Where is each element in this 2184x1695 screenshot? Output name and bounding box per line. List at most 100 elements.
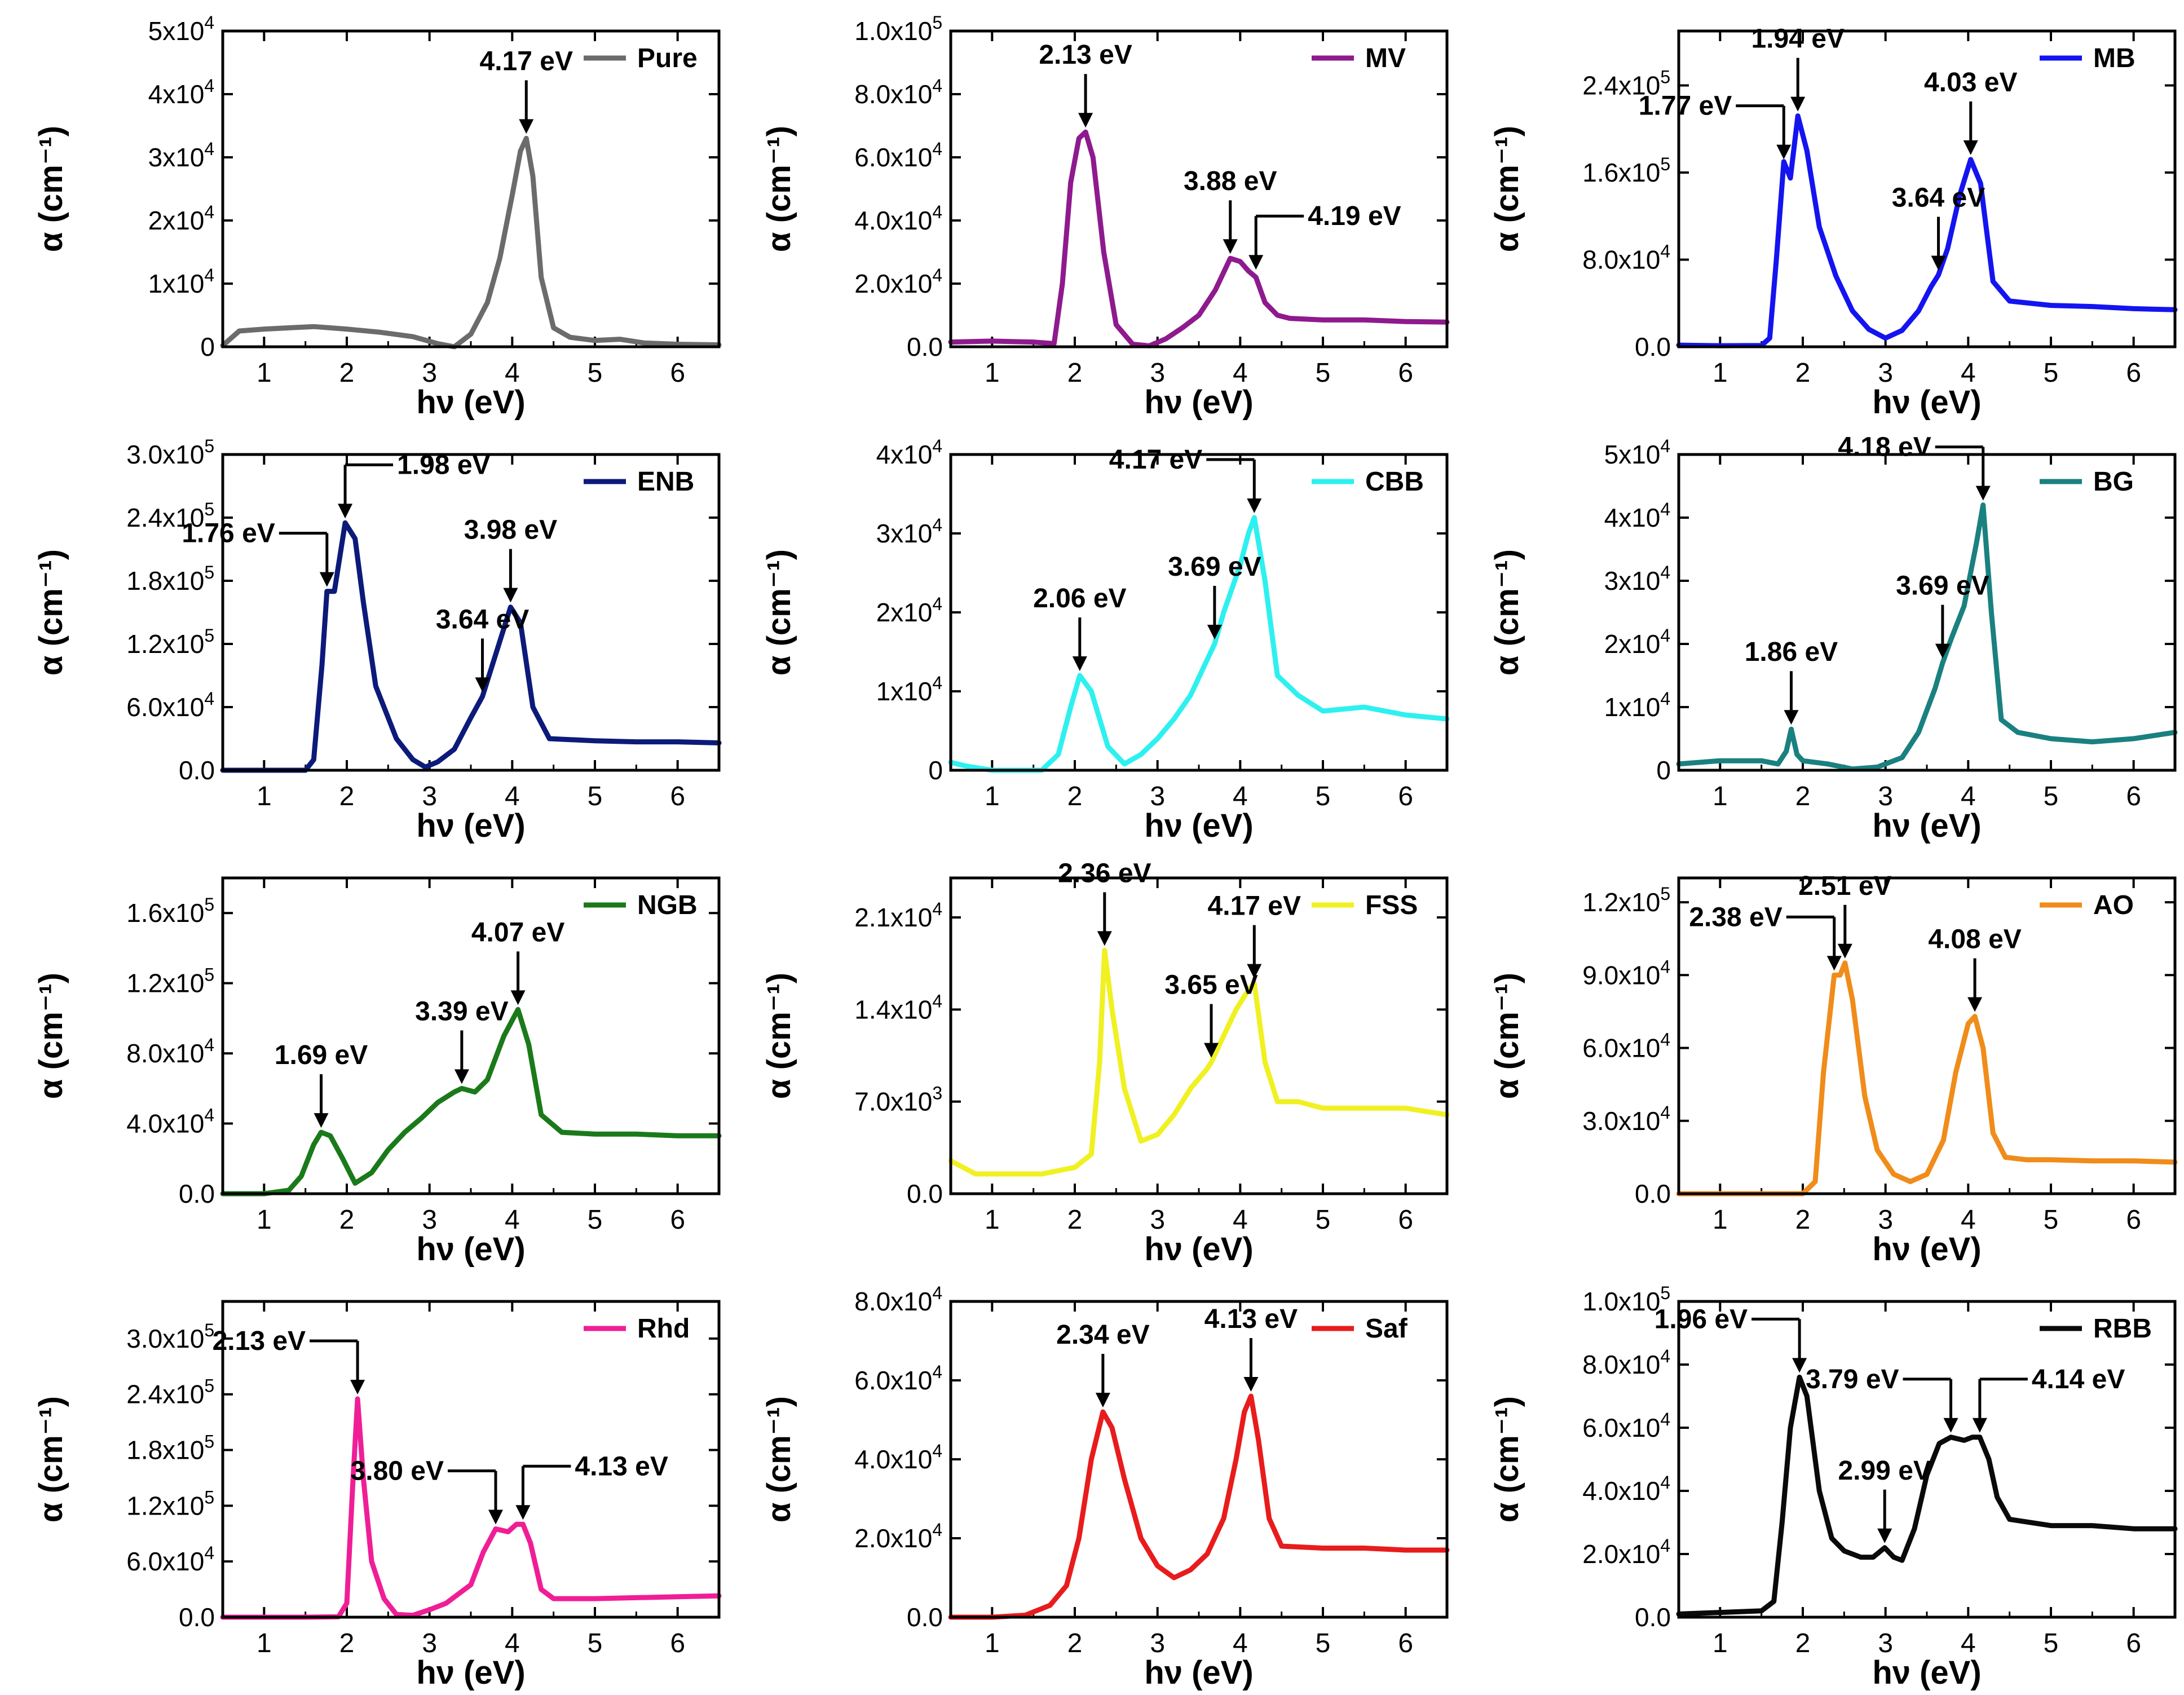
y-tick-label: 1x104: [876, 673, 943, 706]
arrow-head: [1972, 1418, 1987, 1433]
series-line-Rhd: [220, 1396, 722, 1620]
x-tick-label: 4: [1233, 782, 1248, 811]
x-tick-label: 6: [2126, 358, 2141, 388]
peak-annotation: 3.80 eV: [351, 1456, 503, 1525]
annotation-label: 3.64 eV: [1892, 183, 1985, 213]
plot-frame: [1677, 29, 2177, 348]
annotation-label: 4.17 eV: [1208, 891, 1301, 921]
legend-label: MV: [1365, 43, 1406, 73]
annotation-label: 4.13 eV: [575, 1451, 668, 1481]
x-tick-label: 2: [339, 782, 355, 811]
peak-annotation: 4.19 eV: [1248, 201, 1401, 270]
y-tick-label: 2x104: [876, 594, 943, 627]
plot-frame: [221, 29, 721, 348]
x-tick-label: 4: [1961, 782, 1976, 811]
peak-annotation: 1.98 eV: [338, 450, 491, 519]
x-tick-label: 2: [1795, 782, 1811, 811]
peak-annotation: 4.13 eV: [1204, 1304, 1298, 1392]
x-tick-label: 3: [422, 782, 437, 811]
x-tick-label: 2: [1795, 1628, 1811, 1658]
peak-annotation: 4.03 eV: [1924, 68, 2017, 155]
peak-annotation: 2.99 eV: [1838, 1456, 1931, 1543]
x-tick-label: 3: [1150, 358, 1165, 388]
plot-frame: [221, 453, 721, 772]
arrow-head: [1247, 498, 1262, 513]
y-axis-label: α (cm⁻¹): [33, 126, 69, 252]
annotation-label: 3.69 eV: [1896, 571, 1989, 601]
x-tick-label: 6: [1398, 782, 1413, 811]
peak-annotation: 3.88 eV: [1184, 166, 1277, 254]
annotation-label: 2.06 eV: [1033, 584, 1126, 613]
annotation-label: 1.94 eV: [1751, 24, 1844, 54]
arrow-head: [519, 119, 534, 134]
peak-annotation: 2.13 eV: [1039, 40, 1132, 128]
y-tick-label: 5x104: [1604, 436, 1671, 469]
x-tick-label: 4: [1961, 1628, 1976, 1658]
arrow-head: [1097, 931, 1112, 946]
x-tick-label: 4: [505, 1628, 520, 1658]
peak-annotation: 4.14 eV: [1972, 1365, 2125, 1433]
y-tick-label: 4x104: [876, 436, 943, 469]
peak-annotation: 3.98 eV: [464, 515, 557, 603]
chart-panel-2: 1 2 3 4 5 6 0.0 2.0x104 4.0x104 6.0x104 8.0x104…: [761, 12, 1450, 421]
x-tick-label: 1: [1713, 358, 1728, 388]
annotation-label: 2.99 eV: [1838, 1456, 1931, 1486]
series-line-ENB: [220, 520, 722, 773]
arrow-head: [314, 1113, 329, 1128]
peak-annotation: 2.06 eV: [1033, 584, 1127, 671]
y-tick-label: 6.0x104: [854, 1362, 943, 1395]
y-tick-label: 0.0: [179, 1179, 215, 1208]
arrow-head: [338, 504, 353, 519]
peak-annotation: 4.17 eV: [480, 46, 573, 134]
x-tick-label: 2: [1795, 1205, 1811, 1235]
annotation-label: 2.36 eV: [1058, 858, 1151, 888]
peak-annotation: 4.17 eV: [1208, 891, 1301, 979]
x-tick-label: 5: [588, 782, 603, 811]
chart-panel-12: 1 2 3 4 5 6 0.0 2.0x104 4.0x104 6.0x104 8.0x104…: [1489, 1283, 2178, 1691]
y-axis-label: α (cm⁻¹): [1489, 126, 1525, 252]
annotation-label: 2.13 eV: [1039, 40, 1132, 70]
y-tick-label: 1.0x105: [854, 12, 943, 46]
x-tick-label: 2: [1067, 782, 1083, 811]
peak-annotation: 1.69 eV: [275, 1040, 368, 1128]
y-tick-label: 2x104: [148, 202, 215, 235]
legend-label: MB: [2093, 43, 2136, 73]
y-tick-label: 1.4x104: [854, 991, 943, 1024]
arrow-head: [454, 1069, 469, 1084]
x-tick-label: 2: [1067, 358, 1083, 388]
chart-panel-9: 1 2 3 4 5 6 0.0 3.0x104 6.0x104 9.0x104 1.2x105…: [1489, 871, 2178, 1268]
x-tick-label: 3: [1878, 1205, 1893, 1235]
y-tick-label: 7.0x103: [854, 1083, 943, 1116]
series-line-Pure: [220, 135, 722, 350]
y-axis-label: α (cm⁻¹): [761, 1396, 797, 1522]
chart-panel-6: 1 2 3 4 5 6 0 1x104 2x104 3x104 4x104 5x104 BG 1…: [1489, 432, 2178, 844]
y-tick-label: 9.0x104: [1582, 956, 1671, 990]
legend-label: Rhd: [637, 1314, 690, 1344]
y-tick-label: 8.0x104: [854, 76, 943, 109]
x-tick-label: 2: [1795, 358, 1811, 388]
x-axis-label: hν (eV): [1144, 1231, 1253, 1268]
x-tick-label: 5: [1316, 1205, 1331, 1235]
peak-annotation: 3.69 eV: [1896, 571, 1989, 659]
plot-frame: [1677, 1300, 2177, 1619]
arrow-head: [488, 1509, 503, 1525]
x-axis-label: hν (eV): [416, 384, 525, 421]
x-tick-label: 2: [339, 1628, 355, 1658]
legend-label: FSS: [1365, 890, 1418, 920]
x-tick-label: 4: [505, 358, 520, 388]
annotation-label: 3.98 eV: [464, 515, 557, 545]
series-line-FSS: [948, 947, 1450, 1177]
arrow-head: [1207, 625, 1222, 639]
series-line-CBB: [948, 515, 1450, 773]
annotation-label: 4.19 eV: [1308, 201, 1401, 231]
x-tick-label: 2: [1067, 1628, 1083, 1658]
x-tick-label: 1: [985, 1205, 1000, 1235]
annotation-label: 4.18 eV: [1838, 432, 1931, 462]
arrow-head: [1931, 255, 1946, 271]
annotation-label: 4.07 eV: [471, 917, 564, 947]
x-axis-label: hν (eV): [416, 807, 525, 844]
x-tick-label: 3: [1878, 358, 1893, 388]
x-tick-label: 6: [670, 358, 685, 388]
annotation-label: 2.13 eV: [213, 1326, 306, 1356]
x-tick-label: 1: [985, 782, 1000, 811]
